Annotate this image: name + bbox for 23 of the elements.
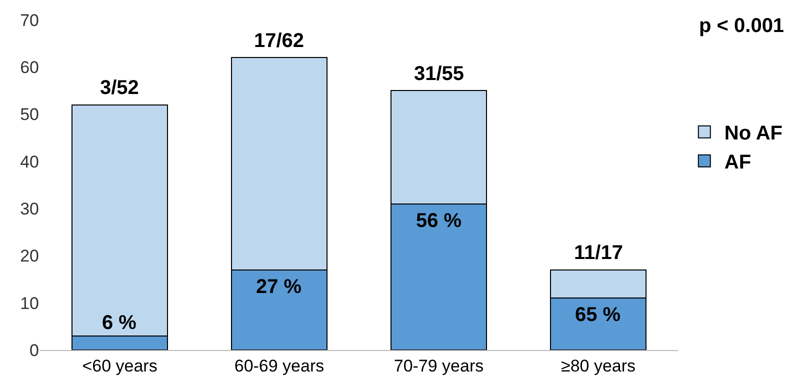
annotation: 6 % (102, 312, 137, 334)
total-label: 17/62 (254, 30, 304, 52)
y-tick-label: 0 (30, 340, 39, 360)
x-tick-label: ≥80 years (560, 356, 636, 376)
y-tick-label: 30 (20, 200, 39, 219)
x-tick-label: 60-69 years (234, 356, 324, 376)
y-tick-label: 50 (20, 105, 39, 124)
y-tick-label: 60 (20, 58, 39, 78)
y-tick-label: 10 (20, 294, 39, 313)
legend-label: No AF (724, 122, 783, 145)
y-tick-label: 70 (20, 10, 39, 30)
total-label: 11/17 (574, 242, 623, 264)
text: p < 0.001 (699, 15, 784, 37)
annotation: 65 % (575, 304, 621, 326)
y-tick-label: 20 (20, 246, 39, 266)
total-label: 31/55 (414, 63, 464, 85)
y-tick-label: 40 (20, 152, 39, 172)
annotation: 56 % (416, 210, 462, 232)
legend-label: AF (724, 152, 752, 174)
x-tick-label: 70-79 years (394, 356, 484, 376)
annotation: 27 % (256, 276, 302, 298)
total-label: 3/52 (100, 77, 139, 99)
x-tick-label: <60 years (82, 356, 158, 376)
